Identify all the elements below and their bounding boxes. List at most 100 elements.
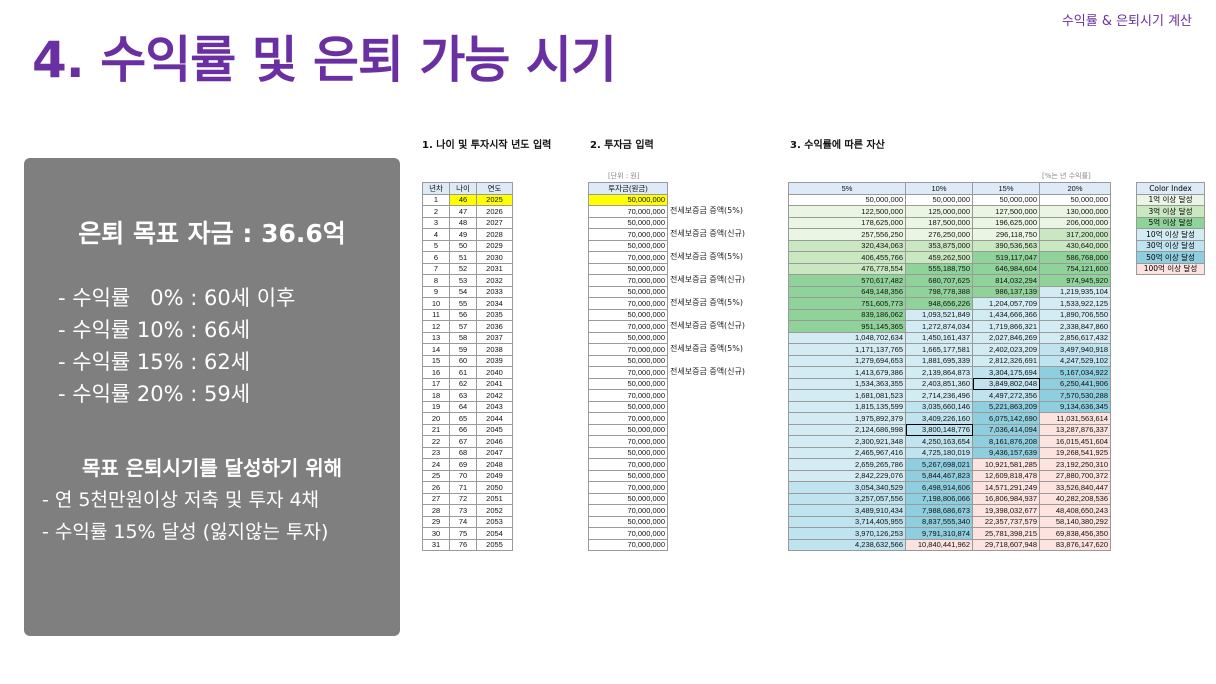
asset-cell[interactable]: 122,500,000: [788, 205, 906, 218]
table-cell[interactable]: 17: [422, 377, 450, 390]
asset-cell[interactable]: 1,815,135,599: [788, 400, 906, 413]
asset-cell[interactable]: 6,250,441,906: [1039, 377, 1111, 390]
table-cell[interactable]: 30: [422, 527, 450, 540]
investment-cell[interactable]: 50,000,000: [588, 423, 668, 436]
table-cell[interactable]: 54: [449, 285, 477, 298]
table-header-cell[interactable]: 연도: [476, 182, 513, 195]
asset-cell[interactable]: 6,498,914,606: [905, 481, 973, 494]
investment-cell[interactable]: 50,000,000: [588, 400, 668, 413]
table-cell[interactable]: 15: [422, 354, 450, 367]
asset-cell[interactable]: 7,036,414,094: [972, 423, 1040, 436]
investment-cell[interactable]: 70,000,000: [588, 435, 668, 448]
table-header-cell[interactable]: 5%: [788, 182, 906, 195]
table-cell[interactable]: 2035: [476, 308, 513, 321]
asset-cell[interactable]: 276,250,000: [905, 228, 973, 241]
investment-cell[interactable]: 70,000,000: [588, 458, 668, 471]
asset-cell[interactable]: 751,605,773: [788, 297, 906, 310]
asset-cell[interactable]: 3,849,802,048: [972, 377, 1040, 390]
asset-cell[interactable]: 11,031,563,614: [1039, 412, 1111, 425]
asset-cell[interactable]: 430,640,000: [1039, 239, 1111, 252]
legend-item[interactable]: 100억 이상 달성: [1136, 262, 1205, 275]
asset-cell[interactable]: 1,975,892,379: [788, 412, 906, 425]
investment-cell[interactable]: 70,000,000: [588, 343, 668, 356]
asset-cell[interactable]: 586,768,000: [1039, 251, 1111, 264]
table-cell[interactable]: 58: [449, 331, 477, 344]
table-cell[interactable]: 65: [449, 412, 477, 425]
table-cell[interactable]: 2051: [476, 492, 513, 505]
investment-cell[interactable]: 70,000,000: [588, 412, 668, 425]
asset-cell[interactable]: 3,054,340,529: [788, 481, 906, 494]
asset-cell[interactable]: 3,035,660,146: [905, 400, 973, 413]
table-cell[interactable]: 13: [422, 331, 450, 344]
asset-cell[interactable]: 22,357,737,579: [972, 515, 1040, 528]
asset-cell[interactable]: 986,137,139: [972, 285, 1040, 298]
table-cell[interactable]: 16: [422, 366, 450, 379]
table-cell[interactable]: 8: [422, 274, 450, 287]
table-cell[interactable]: 2042: [476, 389, 513, 402]
investment-cell[interactable]: 50,000,000: [588, 216, 668, 229]
asset-cell[interactable]: 4,497,272,356: [972, 389, 1040, 402]
table-cell[interactable]: 22: [422, 435, 450, 448]
asset-cell[interactable]: 406,455,766: [788, 251, 906, 264]
table-cell[interactable]: 4: [422, 228, 450, 241]
asset-cell[interactable]: 23,192,250,310: [1039, 458, 1111, 471]
asset-cell[interactable]: 974,945,920: [1039, 274, 1111, 287]
table-cell[interactable]: 74: [449, 515, 477, 528]
table-cell[interactable]: 55: [449, 297, 477, 310]
asset-cell[interactable]: 50,000,000: [972, 193, 1040, 206]
table-cell[interactable]: 2044: [476, 412, 513, 425]
investment-cell[interactable]: 50,000,000: [588, 262, 668, 275]
table-cell[interactable]: 70: [449, 469, 477, 482]
asset-cell[interactable]: 4,725,180,019: [905, 446, 973, 459]
asset-cell[interactable]: 19,398,032,677: [972, 504, 1040, 517]
asset-cell[interactable]: 555,188,750: [905, 262, 973, 275]
table-cell[interactable]: 24: [422, 458, 450, 471]
asset-cell[interactable]: 187,500,000: [905, 216, 973, 229]
investment-cell[interactable]: 70,000,000: [588, 297, 668, 310]
table-cell[interactable]: 72: [449, 492, 477, 505]
asset-cell[interactable]: 1,048,702,634: [788, 331, 906, 344]
table-cell[interactable]: 63: [449, 389, 477, 402]
asset-cell[interactable]: 83,876,147,620: [1039, 538, 1111, 551]
table-cell[interactable]: 48: [449, 216, 477, 229]
table-cell[interactable]: 2050: [476, 481, 513, 494]
asset-cell[interactable]: 2,812,326,691: [972, 354, 1040, 367]
asset-cell[interactable]: 1,171,137,765: [788, 343, 906, 356]
table-cell[interactable]: 12: [422, 320, 450, 333]
table-header-cell[interactable]: 10%: [905, 182, 973, 195]
table-cell[interactable]: 51: [449, 251, 477, 264]
table-cell[interactable]: 2055: [476, 538, 513, 551]
investment-cell[interactable]: 70,000,000: [588, 504, 668, 517]
asset-cell[interactable]: 50,000,000: [788, 193, 906, 206]
legend-item[interactable]: 10억 이상 달성: [1136, 228, 1205, 241]
table-cell[interactable]: 28: [422, 504, 450, 517]
table-cell[interactable]: 2054: [476, 527, 513, 540]
asset-cell[interactable]: 4,238,632,566: [788, 538, 906, 551]
asset-cell[interactable]: 1,219,935,104: [1039, 285, 1111, 298]
asset-cell[interactable]: 1,681,081,523: [788, 389, 906, 402]
asset-cell[interactable]: 19,268,541,925: [1039, 446, 1111, 459]
asset-cell[interactable]: 353,875,000: [905, 239, 973, 252]
asset-cell[interactable]: 1,272,874,034: [905, 320, 973, 333]
asset-cell[interactable]: 754,121,600: [1039, 262, 1111, 275]
table-cell[interactable]: 49: [449, 228, 477, 241]
table-cell[interactable]: 46: [449, 193, 477, 206]
table-cell[interactable]: 11: [422, 308, 450, 321]
asset-cell[interactable]: 1,204,057,709: [972, 297, 1040, 310]
table-cell[interactable]: 1: [422, 193, 450, 206]
table-cell[interactable]: 66: [449, 423, 477, 436]
table-cell[interactable]: 2049: [476, 469, 513, 482]
asset-cell[interactable]: 1,881,695,339: [905, 354, 973, 367]
table-cell[interactable]: 2045: [476, 423, 513, 436]
asset-cell[interactable]: 798,778,388: [905, 285, 973, 298]
investment-cell[interactable]: 70,000,000: [588, 228, 668, 241]
investment-cell[interactable]: 50,000,000: [588, 308, 668, 321]
table-cell[interactable]: 26: [422, 481, 450, 494]
table-cell[interactable]: 59: [449, 343, 477, 356]
table-header-cell[interactable]: 년차: [422, 182, 450, 195]
asset-cell[interactable]: 12,609,818,478: [972, 469, 1040, 482]
asset-cell[interactable]: 459,262,500: [905, 251, 973, 264]
investment-cell[interactable]: 50,000,000: [588, 285, 668, 298]
legend-item[interactable]: 50억 이상 달성: [1136, 251, 1205, 264]
table-cell[interactable]: 2028: [476, 228, 513, 241]
